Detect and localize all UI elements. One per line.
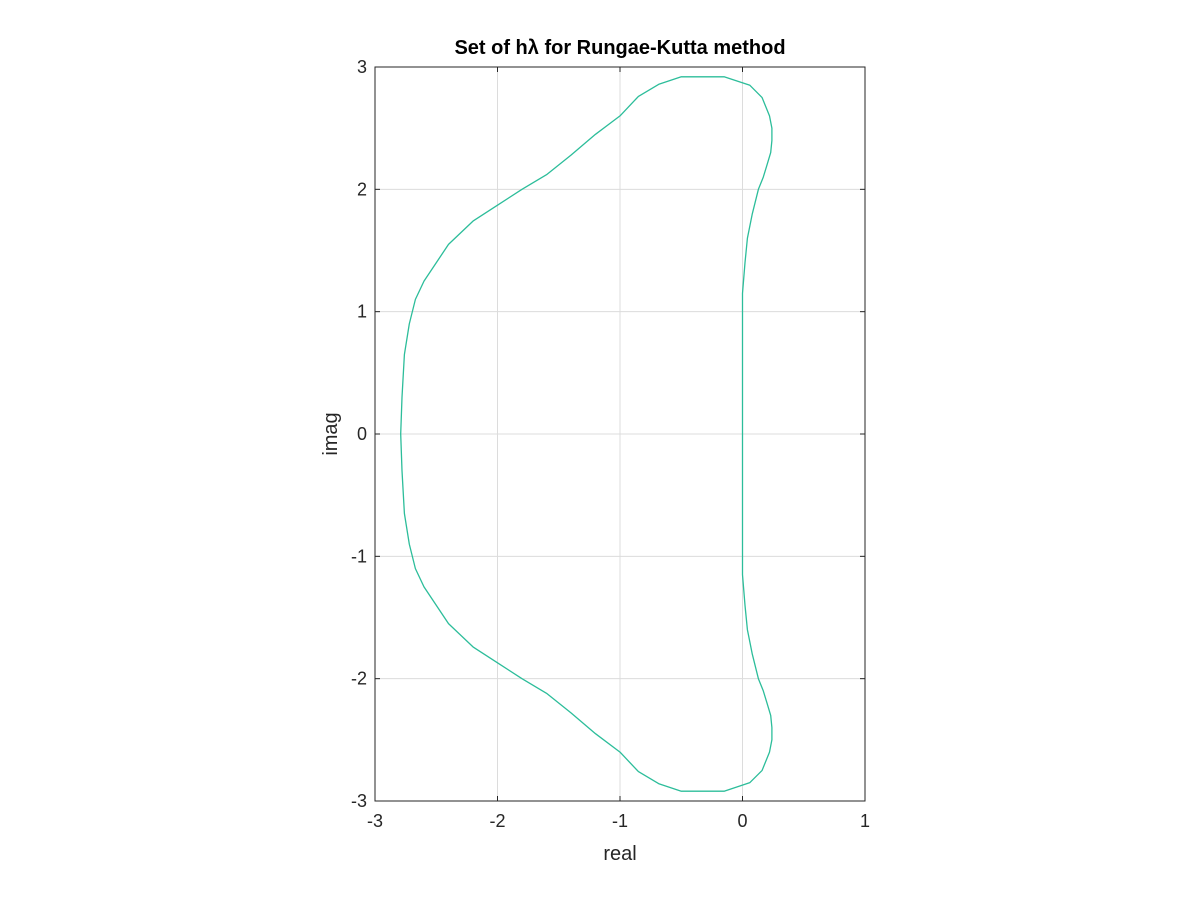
series-layer [400,76,773,792]
stability-boundary-curve [400,76,773,792]
x-axis-label: real [603,843,636,865]
x-tick-label: -1 [612,811,628,831]
y-tick-label: -1 [351,546,367,566]
y-tick-label: 1 [357,302,367,322]
y-tick-label: -2 [351,669,367,689]
x-tick-label: -3 [367,811,383,831]
y-tick-label: 3 [357,57,367,77]
chart-title: Set of hλ for Rungae-Kutta method [454,37,785,59]
y-tick-label: -3 [351,791,367,811]
y-axis-label: imag [320,412,342,455]
x-tick-label: 1 [860,811,870,831]
y-tick-label: 0 [357,424,367,444]
y-tick-label: 2 [357,179,367,199]
x-tick-label: -2 [489,811,505,831]
ticks: -3 -2 -1 0 1 -3 -2 -1 0 1 2 3 [351,57,870,831]
x-tick-label: 0 [737,811,747,831]
